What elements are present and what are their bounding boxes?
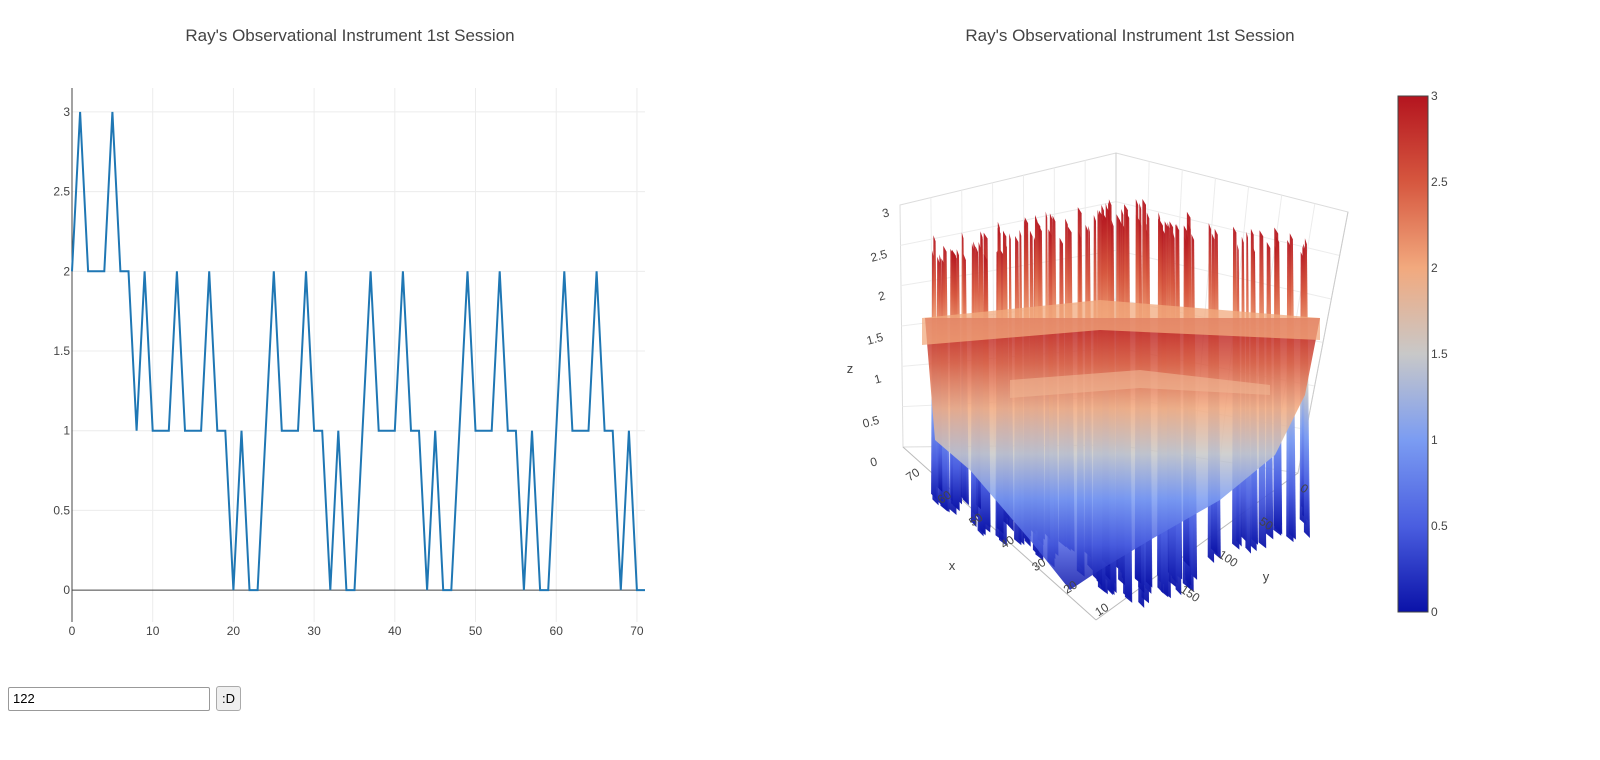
y-tick-label: 3: [63, 105, 70, 119]
colorbar: [1397, 95, 1429, 613]
surface-chart[interactable]: 00.511.522.53z70605040302010x050100150y0…: [800, 0, 1600, 680]
z-tick-label: 2.5: [869, 247, 889, 265]
y-tick-label: 0: [63, 583, 70, 597]
line-chart[interactable]: 0 10 20 30 40 50 60 70 0 0.5 1 1.5 2 2.5 3: [0, 0, 700, 660]
controls: :D: [8, 686, 241, 711]
wall-gridline: [1115, 249, 1332, 300]
x-tick-label: 20: [227, 624, 241, 638]
x-tick-label: 70: [630, 624, 644, 638]
x-tick-label: 50: [469, 624, 483, 638]
line-chart-title: Ray's Observational Instrument 1st Sessi…: [185, 26, 515, 45]
x-tick-label: 60: [550, 624, 564, 638]
y-tick-label: 0.5: [53, 503, 70, 517]
colorbar-tick-label: 2.5: [1431, 175, 1448, 189]
surface-body: [925, 318, 1320, 590]
surface-chart-panel: Ray's Observational Instrument 1st Sessi…: [800, 0, 1600, 680]
z-tick-label: 3: [881, 205, 891, 220]
surface-plateau: [1010, 370, 1270, 398]
y-tick-label: 2.5: [53, 185, 70, 199]
y-tick-label: 2: [63, 264, 70, 278]
z-tick-label: 0: [869, 454, 879, 469]
colorbar-tick-label: 1: [1431, 433, 1438, 447]
y-tick-label: 1: [63, 424, 70, 438]
z-axis-title: z: [847, 361, 854, 376]
z-tick-label: 2: [877, 288, 887, 303]
wall-gridline: [1115, 201, 1340, 256]
y-axis-title: y: [1263, 569, 1270, 584]
y-tick-label: 150: [1178, 582, 1203, 605]
surface-chart-title: Ray's Observational Instrument 1st Sessi…: [965, 26, 1295, 45]
session-input[interactable]: [8, 686, 210, 711]
surface-plateau: [922, 300, 1320, 345]
colorbar-tick-label: 1.5: [1431, 347, 1448, 361]
x-tick-label: 10: [146, 624, 160, 638]
x-tick-label: 30: [307, 624, 321, 638]
wall-gridline: [900, 201, 1117, 246]
colorbar-tick-label: 0: [1431, 605, 1438, 619]
x-tick-label: 40: [388, 624, 402, 638]
x-tick-label: 70: [903, 465, 922, 484]
z-tick-label: 1: [873, 371, 883, 386]
z-tick-label: 0.5: [861, 413, 881, 431]
z-tick-label: 1.5: [865, 330, 885, 348]
colorbar-tick-label: 2: [1431, 261, 1438, 275]
series-line: [71, 111, 645, 592]
line-chart-panel: Ray's Observational Instrument 1st Sessi…: [0, 0, 700, 680]
y-tick-label: 1.5: [53, 344, 70, 358]
x-tick-label: 10: [1092, 600, 1111, 619]
colorbar-tick-label: 3: [1431, 89, 1438, 103]
colorbar-tick-label: 0.5: [1431, 519, 1448, 533]
x-axis-title: x: [949, 558, 956, 573]
submit-button[interactable]: :D: [216, 686, 241, 711]
x-tick-label: 0: [69, 624, 76, 638]
surface-spike: [1303, 238, 1310, 539]
